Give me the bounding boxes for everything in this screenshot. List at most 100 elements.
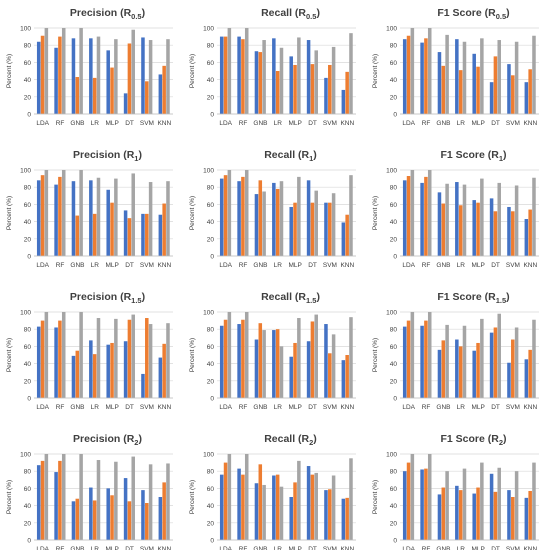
x-tick-label: RF (422, 120, 431, 127)
x-tick-label: GNB (436, 404, 450, 411)
chart-title-close: ) (313, 433, 317, 445)
bar (310, 64, 315, 114)
bar (71, 38, 76, 114)
bar (445, 183, 449, 256)
bar (148, 182, 153, 256)
y-tick-label: 40 (207, 503, 215, 510)
bar (141, 373, 145, 398)
y-tick-label: 100 (203, 310, 214, 317)
x-tick-label: SVM (140, 546, 154, 550)
x-tick-label: GNB (436, 120, 450, 127)
bar (402, 39, 407, 114)
x-tick-label: LDA (36, 120, 49, 127)
x-tick-label: LR (457, 262, 466, 269)
bar (162, 482, 166, 540)
bar (58, 36, 62, 114)
y-tick-label: 0 (210, 396, 214, 403)
bar (237, 468, 241, 540)
x-tick-label: KNN (157, 404, 171, 411)
bar (489, 198, 494, 256)
bar (402, 326, 407, 398)
y-tick-label: 0 (210, 254, 214, 261)
y-axis-label: Percent (%) (6, 338, 13, 372)
bar (223, 175, 228, 256)
bar (123, 341, 128, 398)
chart-title-close: ) (316, 291, 320, 303)
bar (61, 312, 66, 398)
y-tick-label: 80 (207, 185, 215, 192)
x-tick-label: GNB (436, 262, 450, 269)
x-tick-label: RF (56, 404, 65, 411)
chart-title: F1 Score (R1.5) (437, 291, 509, 305)
bar (437, 349, 442, 398)
bar (44, 312, 49, 398)
bar (96, 460, 101, 540)
bar (511, 75, 515, 114)
y-tick-label: 80 (390, 469, 398, 476)
bar (420, 469, 424, 540)
y-axis-label: Percent (%) (372, 338, 379, 372)
bar (223, 319, 228, 398)
bar (96, 318, 101, 398)
chart-title-main: Precision (R (70, 291, 132, 303)
bar (406, 462, 411, 540)
bar (158, 74, 163, 114)
bar (79, 454, 83, 540)
y-tick-label: 40 (390, 361, 398, 368)
bar (254, 339, 259, 398)
y-tick-label: 40 (207, 77, 215, 84)
bar (227, 28, 232, 114)
chart-title-subscript: 0.5 (496, 12, 506, 21)
x-tick-label: MLP (289, 120, 302, 127)
bar (507, 206, 511, 256)
y-tick-label: 40 (24, 361, 32, 368)
bar (106, 488, 110, 540)
bar (114, 178, 118, 256)
chart-panel: Recall (R1.5) 0 20 40 60 80 100 Percent (%) LDA R… (189, 291, 356, 411)
bar (141, 490, 145, 540)
bar (528, 69, 532, 114)
y-tick-label: 20 (390, 236, 398, 243)
bar (331, 193, 336, 256)
bar (145, 503, 149, 540)
x-tick-label: LR (91, 404, 100, 411)
y-tick-label: 100 (20, 26, 31, 33)
chart-title: Precision (R1) (73, 149, 142, 163)
bar (441, 487, 446, 540)
chart-title: Recall (R1) (264, 149, 317, 163)
y-tick-label: 100 (20, 168, 31, 175)
bar (36, 180, 41, 256)
chart-title: Precision (R0.5) (70, 7, 145, 21)
bar (345, 71, 349, 114)
y-tick-label: 40 (24, 503, 32, 510)
bar (110, 495, 114, 540)
chart-title-main: Recall (R (264, 149, 309, 161)
x-tick-label: SVM (506, 404, 520, 411)
x-tick-label: GNB (253, 120, 267, 127)
y-axis-label: Percent (%) (6, 54, 13, 88)
bar (237, 181, 241, 256)
bar (79, 28, 83, 114)
bar (166, 463, 170, 540)
bar (162, 203, 166, 256)
bar (349, 175, 353, 256)
bar (514, 185, 519, 256)
bar (58, 176, 62, 256)
bar (54, 472, 58, 540)
bar (297, 460, 301, 540)
y-tick-label: 80 (24, 469, 32, 476)
bar (44, 170, 49, 256)
bar (511, 497, 515, 540)
bar (145, 81, 149, 114)
x-tick-label: MLP (289, 262, 302, 269)
bar (402, 180, 407, 256)
chart-panel: Precision (R1) 0 20 40 60 80 100 Percent (%) LDA… (6, 149, 173, 269)
bar (244, 312, 249, 398)
bar (349, 317, 353, 398)
bar (349, 33, 353, 114)
y-tick-label: 80 (207, 43, 215, 50)
x-tick-label: RF (422, 262, 431, 269)
bar (241, 474, 245, 540)
bar (341, 89, 346, 114)
bar (44, 454, 49, 540)
